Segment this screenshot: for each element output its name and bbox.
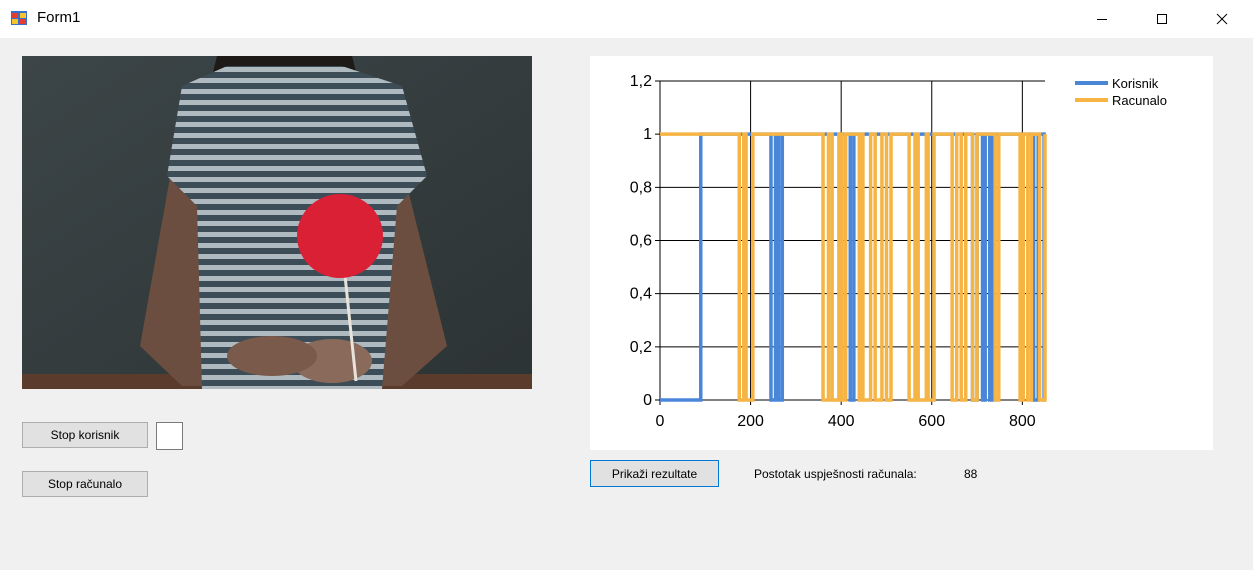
series-line-korisnik <box>660 132 1046 402</box>
stop-computer-button[interactable]: Stop računalo <box>22 471 148 497</box>
y-tick-label: 0,6 <box>630 233 652 250</box>
x-tick-label: 200 <box>737 413 764 430</box>
legend-label: Racunalo <box>1112 93 1167 108</box>
close-button[interactable] <box>1200 0 1244 38</box>
show-results-button[interactable]: Prikaži rezultate <box>590 460 719 487</box>
series-line-racunalo <box>660 132 1047 402</box>
legend-label: Korisnik <box>1112 76 1159 91</box>
maximize-icon <box>1157 14 1167 24</box>
chart-svg: 0 200 400 600 800 0 0,2 0,4 0,6 0,8 1 1,2 Korisnik Ra… <box>630 73 1167 430</box>
stop-user-button[interactable]: Stop korisnik <box>22 422 148 448</box>
y-tick-label: 0 <box>643 392 652 409</box>
success-rate-value: 88 <box>964 467 978 481</box>
minimize-button[interactable] <box>1080 0 1124 38</box>
success-rate-label: Postotak uspješnosti računala: <box>754 467 917 481</box>
title-bar: Form1 <box>0 0 1253 38</box>
app-icon <box>11 11 27 25</box>
x-tick-label: 400 <box>828 413 855 430</box>
camera-feed <box>22 56 532 389</box>
maximize-button[interactable] <box>1140 0 1184 38</box>
x-tick-label: 600 <box>918 413 945 430</box>
x-tick-label: 0 <box>656 413 665 430</box>
y-tick-label: 0,2 <box>630 339 652 356</box>
y-tick-label: 0,4 <box>630 286 652 303</box>
y-tick-label: 0,8 <box>630 179 652 196</box>
results-chart: 0 200 400 600 800 0 0,2 0,4 0,6 0,8 1 1,2 Korisnik Ra… <box>590 56 1213 450</box>
window-title: Form1 <box>37 9 81 26</box>
close-icon <box>1216 13 1228 25</box>
user-input-box[interactable] <box>156 422 183 450</box>
y-tick-label: 1,2 <box>630 73 652 90</box>
x-tick-label: 800 <box>1009 413 1036 430</box>
minimize-icon <box>1097 19 1107 20</box>
y-tick-label: 1 <box>643 126 652 143</box>
